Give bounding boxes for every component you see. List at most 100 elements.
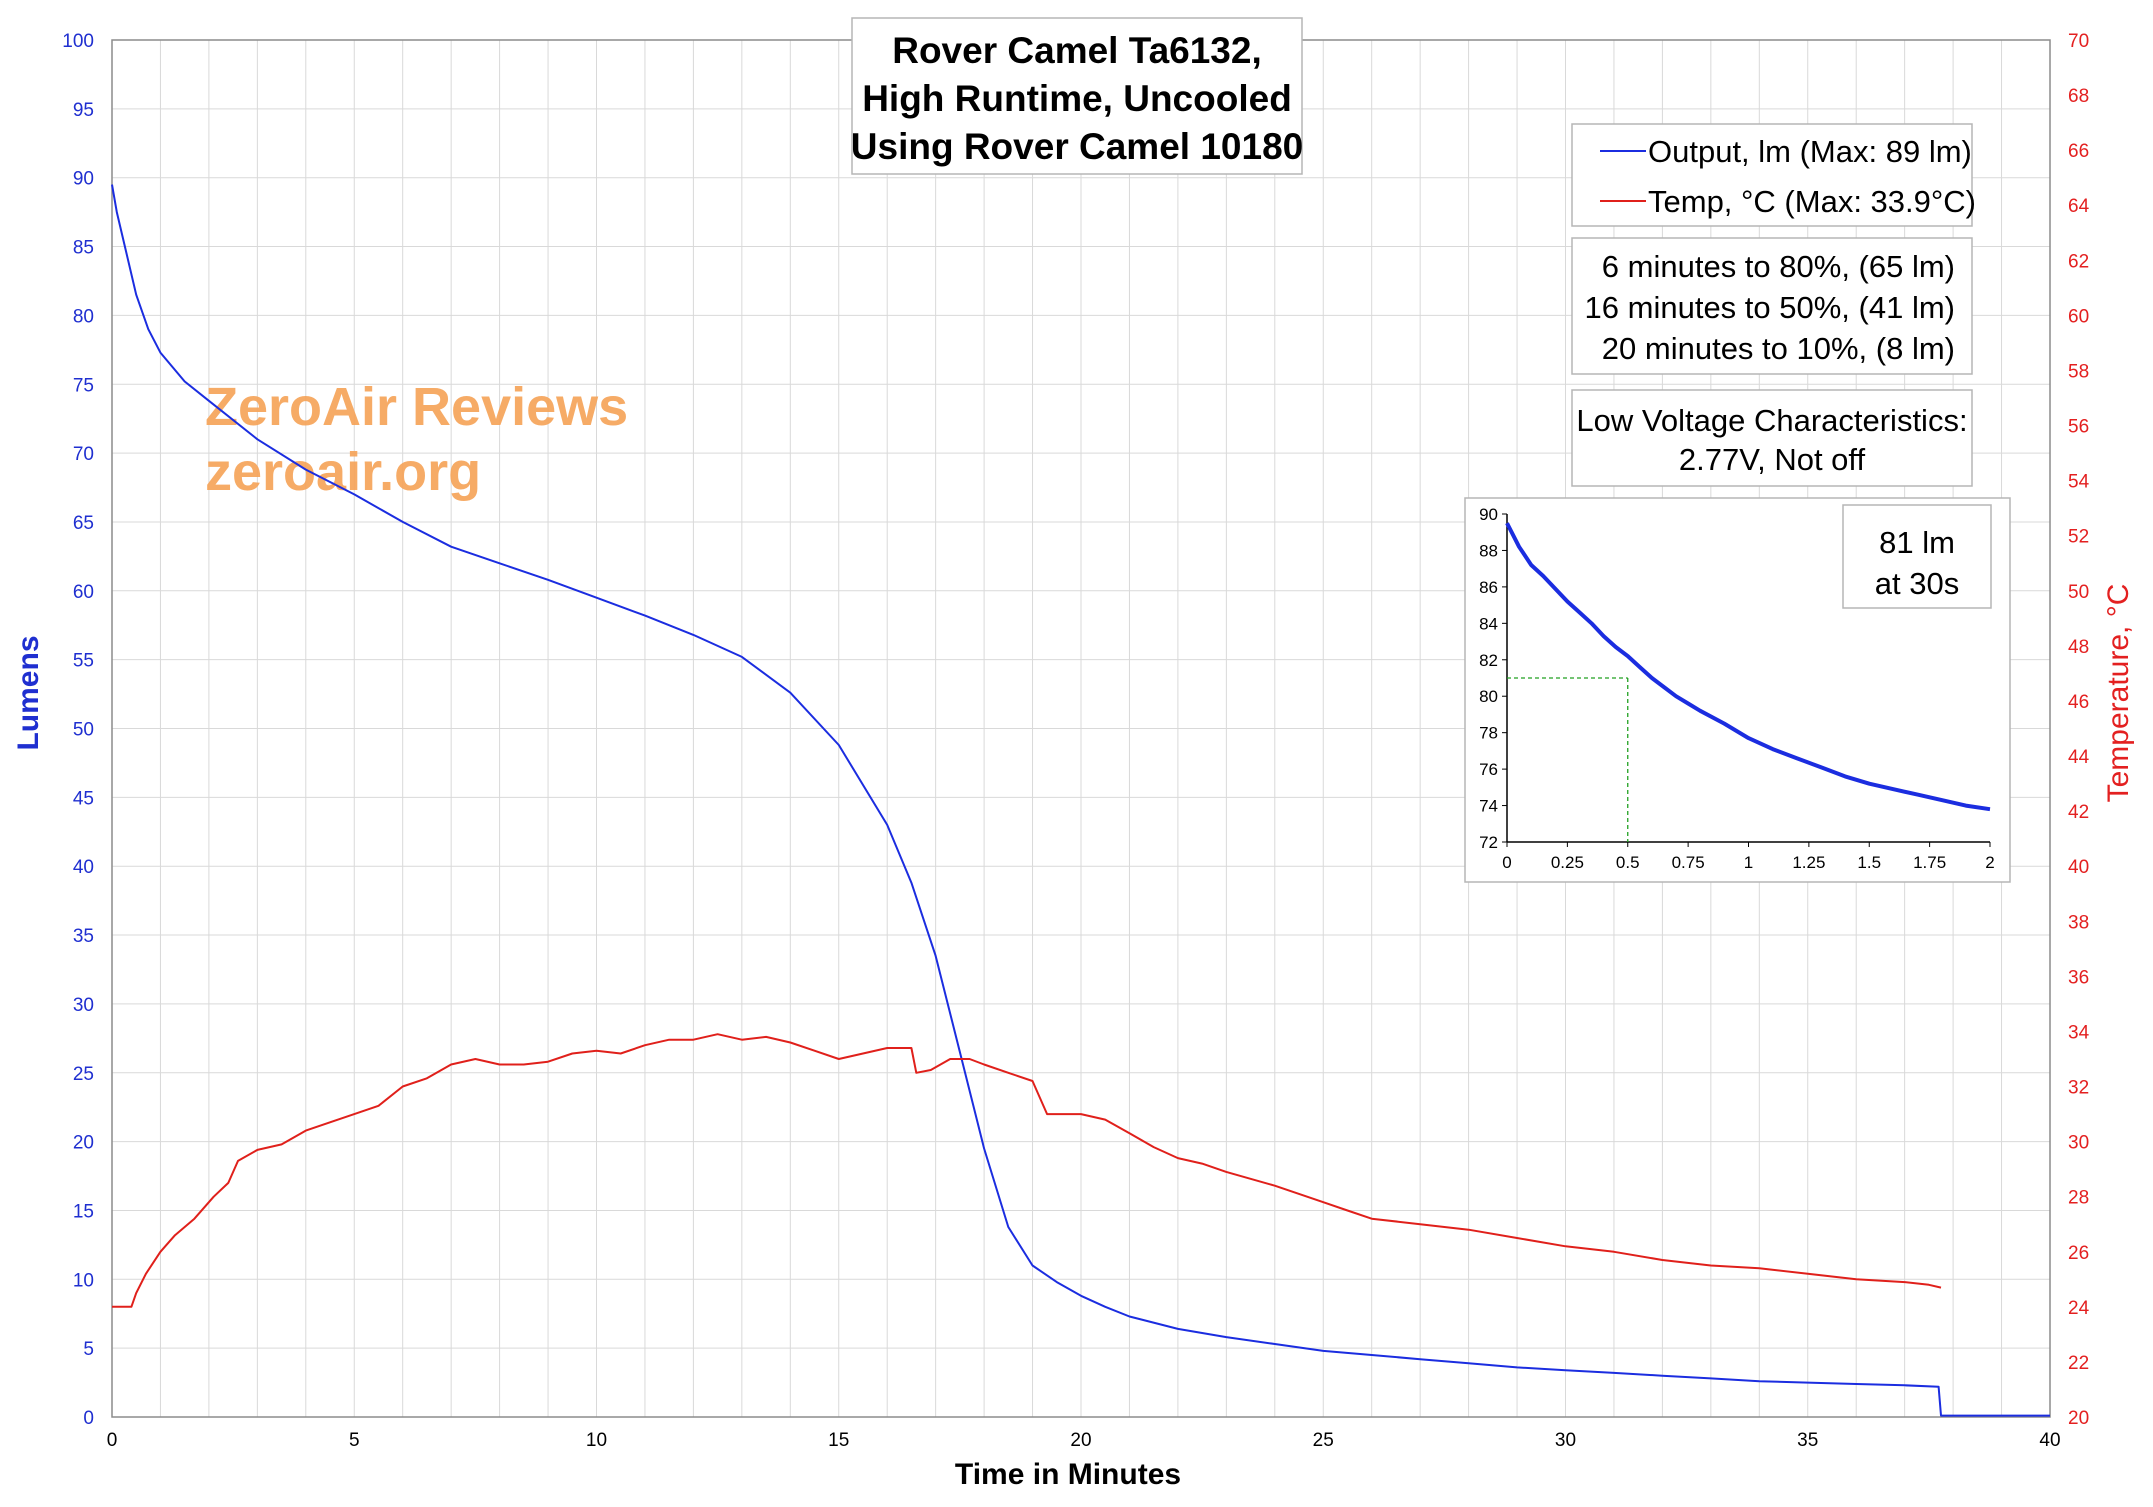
- inset-y-tick-label: 82: [1479, 651, 1498, 670]
- threshold-note: 6 minutes to 80%, (65 lm) 16 minutes to …: [1571, 237, 1973, 375]
- bottom-axis-ticks: 0 5 10 15 20 25 30 35 40: [107, 1430, 2061, 1451]
- y2-tick-label: 20: [2068, 1408, 2089, 1429]
- inset-x-tick-label: 1.5: [1857, 853, 1881, 872]
- y2-tick-label: 32: [2068, 1078, 2089, 1099]
- y2-tick-label: 22: [2068, 1353, 2089, 1374]
- y-tick-label: 50: [73, 720, 94, 741]
- y2-tick-label: 44: [2068, 747, 2090, 768]
- inset-x-tick-label: 0.5: [1616, 853, 1640, 872]
- inset-note-line-2: at 30s: [1875, 566, 1959, 601]
- x-tick-label: 40: [2039, 1430, 2060, 1451]
- x-tick-label: 35: [1797, 1430, 1818, 1451]
- x-tick-label: 25: [1313, 1430, 1334, 1451]
- x-tick-label: 20: [1070, 1430, 1091, 1451]
- y-tick-label: 10: [73, 1270, 94, 1291]
- y2-tick-label: 42: [2068, 802, 2089, 823]
- y-tick-label: 85: [73, 238, 94, 259]
- inset-y-tick-label: 80: [1479, 687, 1498, 706]
- legend-label-temp: Temp, °C (Max: 33.9°C): [1648, 184, 1976, 219]
- inset-y-tick-label: 78: [1479, 724, 1498, 743]
- legend: Output, lm (Max: 89 lm) Temp, °C (Max: 3…: [1571, 123, 1976, 227]
- inset-guide-lines: [1507, 677, 1629, 842]
- main-series-group: [111, 184, 2050, 1417]
- watermark-line-2: zeroair.org: [205, 442, 481, 502]
- y-tick-label: 100: [62, 31, 94, 52]
- inset-y-tick-label: 86: [1479, 578, 1498, 597]
- inset-x-tick-label: 2: [1985, 853, 1994, 872]
- x-tick-label: 30: [1555, 1430, 1576, 1451]
- threshold-line-2: 16 minutes to 50%, (41 lm): [1585, 290, 1955, 325]
- y2-tick-label: 30: [2068, 1133, 2089, 1154]
- chart-title-line-1: Rover Camel Ta6132,: [892, 30, 1262, 71]
- inset-left-ticks: 72 74 76 78 80 82 84 86 88 90: [1479, 505, 1507, 852]
- x-tick-label: 5: [349, 1430, 360, 1451]
- y-tick-label: 30: [73, 995, 94, 1016]
- low-voltage-line-1: Low Voltage Characteristics:: [1576, 403, 1967, 438]
- y-tick-label: 15: [73, 1201, 94, 1222]
- inset-series-group: [1505, 522, 1991, 812]
- y-tick-label: 0: [83, 1408, 94, 1429]
- legend-label-output: Output, lm (Max: 89 lm): [1648, 134, 1972, 169]
- y-tick-label: 40: [73, 857, 94, 878]
- y-tick-label: 55: [73, 651, 94, 672]
- chart-title-line-2: High Runtime, Uncooled: [862, 78, 1292, 119]
- y2-tick-label: 70: [2068, 31, 2089, 52]
- x-tick-label: 15: [828, 1430, 849, 1451]
- y2-axis-label: Temperature, °C: [2102, 584, 2135, 803]
- y-tick-label: 45: [73, 788, 94, 809]
- y2-tick-label: 50: [2068, 582, 2089, 603]
- title-box: Rover Camel Ta6132, High Runtime, Uncool…: [851, 17, 1303, 175]
- y-tick-label: 35: [73, 926, 94, 947]
- y2-tick-label: 40: [2068, 857, 2089, 878]
- y2-tick-label: 64: [2068, 196, 2090, 217]
- right-axis-ticks: 20 22 24 26 28 30 32 34 36 38 40 42 44 46 48 50 52 54 56 58…: [2068, 31, 2090, 1429]
- temperature-line: [112, 1033, 1942, 1308]
- inset-x-tick-label: 1.25: [1792, 853, 1825, 872]
- y2-tick-label: 54: [2068, 472, 2090, 493]
- y-tick-label: 20: [73, 1133, 94, 1154]
- inset-x-tick-label: 0.75: [1672, 853, 1705, 872]
- y2-tick-label: 52: [2068, 527, 2089, 548]
- y2-tick-label: 58: [2068, 361, 2089, 382]
- y2-tick-label: 24: [2068, 1298, 2090, 1319]
- y-tick-label: 25: [73, 1064, 94, 1085]
- inset-x-tick-label: 0.25: [1551, 853, 1584, 872]
- y-tick-label: 75: [73, 375, 94, 396]
- y2-tick-label: 38: [2068, 912, 2089, 933]
- left-axis-ticks: 0 5 10 15 20 25 30 35 40 45 50 55 60 65 70 75 80 85 90 95 10…: [62, 31, 94, 1429]
- y-tick-label: 5: [83, 1339, 94, 1360]
- y2-tick-label: 60: [2068, 306, 2089, 327]
- x-tick-label: 0: [107, 1430, 118, 1451]
- inset-x-tick-label: 0: [1502, 853, 1511, 872]
- y-tick-label: 65: [73, 513, 94, 534]
- inset-note-line-1: 81 lm: [1879, 525, 1955, 560]
- inset-y-tick-label: 84: [1479, 614, 1498, 633]
- watermark: ZeroAir Reviews zeroair.org: [205, 377, 628, 502]
- y2-tick-label: 66: [2068, 141, 2089, 162]
- y2-tick-label: 62: [2068, 251, 2089, 272]
- y-tick-label: 90: [73, 169, 94, 190]
- inset-x-tick-label: 1.75: [1913, 853, 1946, 872]
- x-axis-label: Time in Minutes: [955, 1458, 1181, 1491]
- y2-tick-label: 36: [2068, 967, 2089, 988]
- y2-tick-label: 46: [2068, 692, 2089, 713]
- x-tick-label: 10: [586, 1430, 607, 1451]
- inset-y-tick-label: 72: [1479, 833, 1498, 852]
- low-voltage-note: Low Voltage Characteristics: 2.77V, Not …: [1571, 389, 1973, 487]
- threshold-line-3: 20 minutes to 10%, (8 lm): [1602, 331, 1955, 366]
- y-tick-label: 70: [73, 444, 94, 465]
- inset-bottom-ticks: 0 0.25 0.5 0.75 1 1.25 1.5 1.75 2: [1502, 842, 1995, 872]
- chart-title-line-3: Using Rover Camel 10180: [851, 126, 1303, 167]
- y-tick-label: 80: [73, 306, 94, 327]
- y2-tick-label: 68: [2068, 86, 2089, 107]
- inset-x-tick-label: 1: [1744, 853, 1753, 872]
- inset-y-tick-label: 74: [1479, 797, 1498, 816]
- y2-tick-label: 34: [2068, 1022, 2090, 1043]
- threshold-line-1: 6 minutes to 80%, (65 lm): [1602, 249, 1955, 284]
- y2-tick-label: 26: [2068, 1243, 2089, 1264]
- watermark-line-1: ZeroAir Reviews: [205, 377, 628, 437]
- inset-note: 81 lm at 30s: [1842, 504, 1992, 609]
- inset-y-tick-label: 90: [1479, 505, 1498, 524]
